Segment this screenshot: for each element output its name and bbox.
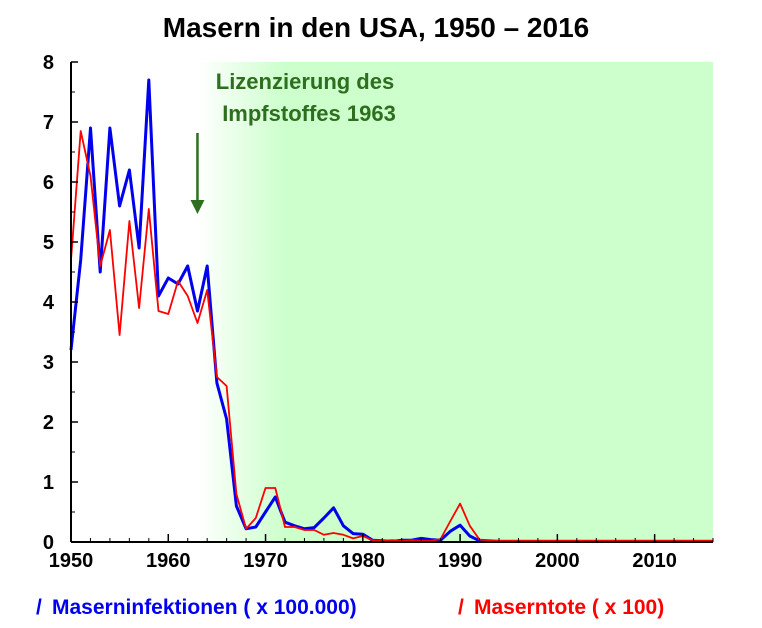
y-tick-label: 2: [43, 412, 54, 434]
x-tick-label: 2010: [632, 550, 677, 572]
x-tick-label: 1960: [146, 550, 191, 572]
y-tick-label: 7: [43, 112, 54, 134]
annotation-line-2: Impfstoffes 1963: [222, 101, 396, 126]
legend: / Maserninfektionen ( x 100.000) / Maser…: [36, 596, 664, 619]
legend-marker-infections: /: [36, 596, 42, 619]
chart-title: Masern in den USA, 1950 – 2016: [163, 12, 589, 43]
y-tick-label: 6: [43, 172, 54, 194]
y-tick-label: 0: [43, 532, 54, 554]
y-tick-label: 4: [43, 292, 55, 314]
legend-label-infections: Maserninfektionen ( x 100.000): [52, 596, 357, 619]
y-tick-label: 8: [43, 52, 54, 74]
legend-marker-deaths: /: [458, 596, 464, 619]
y-tick-label: 5: [43, 232, 54, 254]
y-tick-label: 1: [43, 472, 54, 494]
x-tick-label: 1980: [341, 550, 386, 572]
annotation-arrow-head: [190, 200, 205, 214]
y-tick-label: 3: [43, 352, 54, 374]
x-tick-label: 1990: [438, 550, 483, 572]
x-tick-label: 2000: [535, 550, 580, 572]
legend-label-deaths: Maserntote ( x 100): [474, 596, 664, 619]
annotation-line-1: Lizenzierung des: [216, 69, 394, 94]
vaccination-era-region: [197, 62, 714, 542]
x-tick-label: 1950: [49, 550, 94, 572]
x-tick-label: 1970: [243, 550, 288, 572]
series-line-deaths: [70, 130, 713, 542]
series-line-infections: [69, 78, 713, 543]
